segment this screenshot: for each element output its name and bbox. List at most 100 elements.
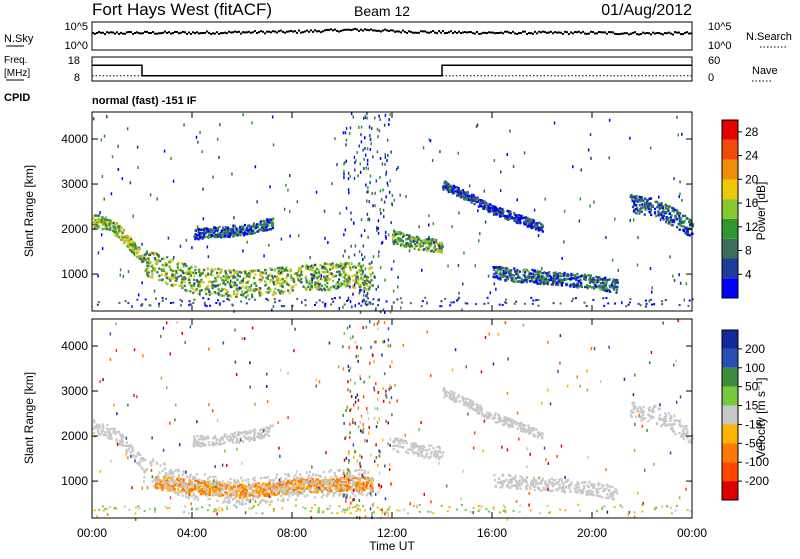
noise-point	[104, 33, 106, 35]
echo-cell	[165, 478, 167, 480]
echo-cell	[290, 269, 292, 271]
echo-cell	[242, 285, 244, 287]
noise-point	[156, 33, 158, 35]
scatter-echo	[99, 211, 101, 214]
echo-cell	[214, 291, 216, 293]
echo-cell	[335, 264, 337, 266]
echo-cell	[395, 233, 397, 235]
scatter-echo	[490, 291, 492, 294]
echo-cell	[314, 264, 316, 266]
scatter-echo	[579, 220, 581, 223]
scatter-echo	[513, 165, 515, 168]
echo-cell	[214, 285, 216, 287]
noise-point	[184, 31, 186, 33]
scatter-echo	[218, 156, 220, 159]
echo-cell	[358, 477, 360, 479]
echo-cell	[254, 491, 256, 493]
echo-cell	[547, 275, 549, 277]
echo-cell	[132, 244, 134, 246]
noise-point	[504, 31, 506, 33]
echo-cell	[93, 421, 95, 423]
echo-cell	[654, 211, 656, 213]
echo-cell	[151, 270, 153, 272]
echo-cell	[321, 285, 323, 287]
noise-point	[510, 32, 512, 34]
echo-cell	[654, 208, 656, 210]
echo-cell	[502, 267, 504, 269]
freq-tick-top: 18	[68, 55, 80, 67]
noise-point	[590, 31, 592, 33]
echo-cell	[223, 487, 225, 489]
echo-cell	[162, 264, 164, 266]
echo-cell	[517, 222, 519, 224]
echo-cell	[500, 267, 502, 269]
scatter-echo	[312, 278, 314, 281]
echo-cell	[317, 481, 319, 483]
near-range-echo	[629, 301, 631, 303]
noise-point	[102, 32, 104, 34]
echo-cell	[204, 473, 206, 475]
echo-cell	[589, 281, 591, 283]
echo-cell	[553, 272, 555, 274]
echo-cell	[397, 231, 399, 233]
noise-point	[230, 32, 232, 34]
noise-point	[146, 31, 148, 33]
noise-point	[600, 31, 602, 33]
echo-cell	[418, 243, 420, 245]
echo-cell	[286, 275, 288, 277]
echo-cell	[346, 477, 348, 479]
noise-point	[244, 31, 246, 33]
near-range-echo	[274, 301, 276, 303]
echo-cell	[189, 267, 191, 269]
echo-cell	[338, 486, 340, 488]
y-tick-label: 1000	[61, 267, 88, 281]
echo-cell	[185, 271, 187, 273]
echo-cell	[205, 288, 207, 290]
scatter-echo	[350, 175, 352, 178]
echo-cell	[499, 215, 501, 217]
scatter-echo	[418, 225, 420, 228]
noise-point	[430, 31, 432, 33]
echo-cell	[294, 489, 296, 491]
echo-cell	[137, 454, 139, 456]
noise-point	[394, 31, 396, 33]
noise-point	[612, 31, 614, 33]
echo-cell	[186, 475, 188, 477]
echo-cell	[316, 486, 318, 488]
noise-point	[276, 32, 278, 34]
echo-cell	[223, 442, 225, 444]
noise-point	[348, 29, 350, 31]
noise-point	[424, 30, 426, 32]
scatter-echo	[168, 237, 170, 240]
echo-cell	[307, 268, 309, 270]
echo-cell	[280, 477, 282, 479]
near-range-echo	[98, 301, 100, 303]
echo-cell	[153, 485, 155, 487]
echo-cell	[633, 209, 635, 211]
scatter-echo	[375, 307, 377, 310]
echo-cell	[344, 265, 346, 267]
echo-cell	[254, 270, 256, 272]
scatter-echo	[363, 245, 365, 248]
echo-cell	[434, 245, 436, 247]
echo-cell	[127, 243, 129, 245]
noise-point	[354, 28, 356, 30]
echo-cell	[689, 234, 691, 236]
scatter-echo	[354, 156, 356, 159]
echo-cell	[370, 489, 372, 491]
echo-cell	[259, 274, 261, 276]
noise-point	[198, 32, 200, 34]
noise-point	[480, 33, 482, 35]
echo-cell	[240, 484, 242, 486]
echo-cell	[364, 470, 366, 472]
scatter-echo	[365, 294, 367, 297]
echo-cell	[352, 285, 354, 287]
echo-cell	[254, 232, 256, 234]
echo-cell	[639, 204, 641, 206]
scatter-echo	[128, 270, 130, 273]
echo-cell	[531, 223, 533, 225]
noise-point	[466, 32, 468, 34]
echo-cell	[169, 473, 171, 475]
near-range-echo	[331, 298, 333, 300]
scatter-echo	[111, 192, 113, 195]
